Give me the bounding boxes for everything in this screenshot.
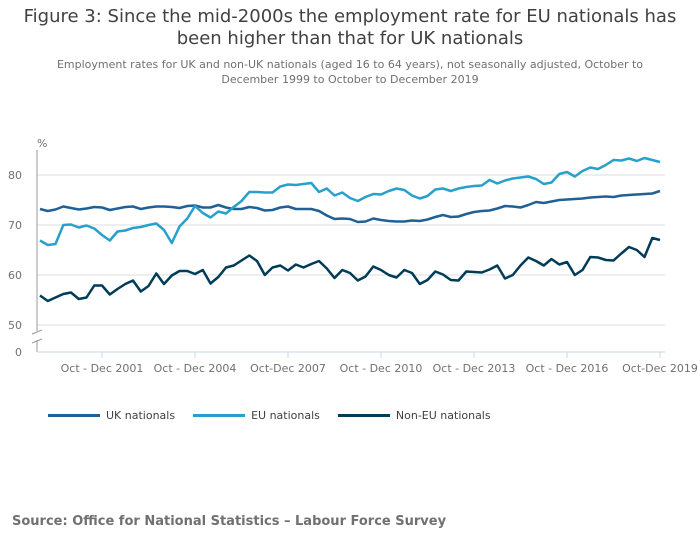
legend-swatch bbox=[48, 414, 100, 417]
x-tick-label: Oct-Dec 2019 bbox=[622, 362, 698, 375]
y-tick-label: 70 bbox=[8, 219, 22, 232]
x-tick-label: Oct - Dec 2016 bbox=[526, 362, 609, 375]
legend: UK nationals EU nationals Non-EU nationa… bbox=[48, 409, 509, 422]
x-tick-label: Oct - Dec 2001 bbox=[61, 362, 144, 375]
chart-title: Figure 3: Since the mid-2000s the employ… bbox=[23, 6, 677, 49]
series-line-non-eu-nationals bbox=[39, 236, 661, 303]
x-tick-label: Oct - Dec 2004 bbox=[154, 362, 237, 375]
source-note: Source: Office for National Statistics –… bbox=[12, 514, 447, 529]
line-chart: % 0 50 60 70 80 Oct - Dec 2001 Oct - Dec 2004… bbox=[8, 137, 698, 375]
legend-swatch bbox=[193, 414, 246, 417]
legend-label: UK nationals bbox=[106, 409, 176, 422]
axis-break-mark bbox=[31, 338, 43, 344]
series-line-uk-nationals bbox=[39, 189, 661, 224]
axis-break-mark bbox=[31, 329, 43, 335]
chart-subtitle: Employment rates for UK and non-UK natio… bbox=[56, 58, 644, 86]
x-tick-label: Oct - Dec 2010 bbox=[340, 362, 423, 375]
legend-item-eu: EU nationals bbox=[193, 409, 320, 422]
legend-label: EU nationals bbox=[251, 409, 320, 422]
y-tick-label: 0 bbox=[15, 346, 22, 359]
legend-label: Non-EU nationals bbox=[395, 409, 491, 422]
legend-swatch bbox=[337, 414, 390, 417]
y-axis-label: % bbox=[37, 137, 47, 150]
legend-item-non-eu: Non-EU nationals bbox=[337, 409, 491, 422]
legend-item-uk: UK nationals bbox=[48, 409, 175, 422]
y-tick-label: 50 bbox=[8, 319, 22, 332]
x-tick-label: Oct - Dec 2013 bbox=[433, 362, 516, 375]
y-tick-label: 80 bbox=[8, 169, 22, 182]
y-tick-label: 60 bbox=[8, 269, 22, 282]
x-tick-label: Oct-Dec 2007 bbox=[250, 362, 326, 375]
series-line-eu-nationals bbox=[39, 156, 661, 247]
